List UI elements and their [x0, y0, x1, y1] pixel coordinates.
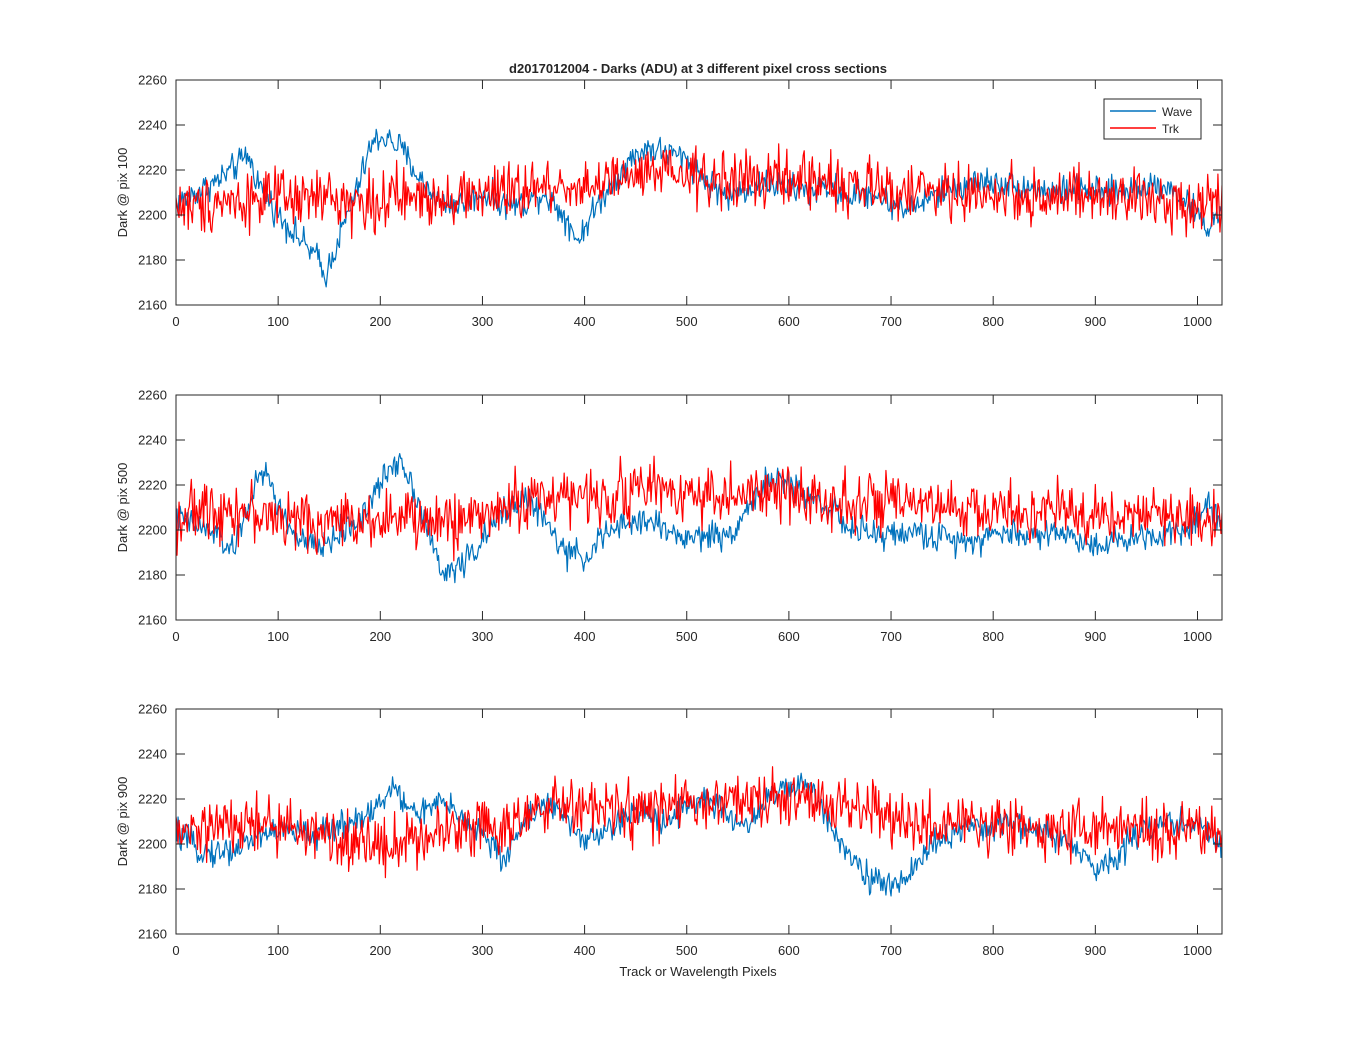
x-tick-label: 200: [369, 629, 391, 644]
legend: Wave Trk: [1103, 98, 1202, 140]
y-tick-label: 2260: [138, 73, 167, 88]
y-tick-label: 2180: [138, 253, 167, 268]
x-tick-label: 200: [369, 314, 391, 329]
x-tick-label: 700: [880, 943, 902, 958]
legend-label-wave: Wave: [1162, 105, 1193, 119]
x-tick-label: 600: [778, 943, 800, 958]
y-tick-label: 2160: [138, 613, 167, 628]
y-tick-label: 2220: [138, 478, 167, 493]
x-tick-label: 300: [472, 314, 494, 329]
x-tick-label: 300: [472, 943, 494, 958]
subplot-1: 0 100 200 300 400 500 600 700 800 900 1000 2160 2180…: [115, 73, 1223, 329]
axes-box: [175, 79, 1223, 306]
x-tick-label: 1000: [1183, 943, 1212, 958]
x-tick-label: 700: [880, 314, 902, 329]
y-tick-label: 2240: [138, 747, 167, 762]
y-tick-label: 2260: [138, 702, 167, 717]
x-tick-label: 900: [1084, 629, 1106, 644]
x-tick-label: 0: [172, 943, 179, 958]
x-tick-label: 900: [1084, 943, 1106, 958]
y-tick-label: 2260: [138, 388, 167, 403]
series-line-trk: [176, 455, 1222, 562]
x-tick-label: 200: [369, 943, 391, 958]
x-tick-label: 700: [880, 629, 902, 644]
y-tick-label: 2180: [138, 568, 167, 583]
legend-box: [1103, 98, 1202, 140]
y-tick-label: 2200: [138, 837, 167, 852]
x-tick-label: 300: [472, 629, 494, 644]
series-line-wave: [176, 453, 1222, 584]
y-tick-label: 2160: [138, 298, 167, 313]
subplot-2: 0 100 200 300 400 500 600 700 800 900 1000 2160 2180…: [115, 388, 1223, 644]
series-line-wave: [176, 772, 1222, 897]
plot-area: [176, 395, 1222, 620]
x-tick-label: 900: [1084, 314, 1106, 329]
x-tick-label: 100: [267, 943, 289, 958]
x-tick-label: 800: [982, 629, 1004, 644]
x-tick-label: 600: [778, 314, 800, 329]
x-tick-label: 100: [267, 629, 289, 644]
y-tick-label: 2220: [138, 163, 167, 178]
x-tick-label: 1000: [1183, 629, 1212, 644]
series-group: [176, 453, 1222, 584]
y-axis-label: Dark @ pix 500: [115, 463, 130, 553]
x-tick-label: 500: [676, 943, 698, 958]
series-line-trk: [176, 143, 1222, 240]
x-axis-label: Track or Wavelength Pixels: [619, 964, 777, 979]
series-line-trk: [176, 766, 1222, 879]
x-tick-label: 800: [982, 314, 1004, 329]
y-axis-label: Dark @ pix 900: [115, 777, 130, 867]
axes-box: [175, 708, 1223, 935]
series-group: [176, 128, 1222, 288]
axes-box: [175, 394, 1223, 621]
y-tick-label: 2180: [138, 882, 167, 897]
x-tick-label: 800: [982, 943, 1004, 958]
x-tick-label: 500: [676, 629, 698, 644]
y-tick-label: 2240: [138, 118, 167, 133]
y-tick-label: 2200: [138, 523, 167, 538]
y-tick-label: 2200: [138, 208, 167, 223]
y-tick-label: 2220: [138, 792, 167, 807]
y-tick-label: 2160: [138, 927, 167, 942]
legend-label-trk: Trk: [1162, 122, 1180, 136]
subplot-3: 0 100 200 300 400 500 600 700 800 900 1000 2160 2180…: [115, 702, 1223, 958]
x-tick-label: 1000: [1183, 314, 1212, 329]
x-tick-label: 400: [574, 943, 596, 958]
x-tick-label: 0: [172, 629, 179, 644]
x-tick-label: 0: [172, 314, 179, 329]
y-tick-label: 2240: [138, 433, 167, 448]
y-axis-label: Dark @ pix 100: [115, 148, 130, 238]
x-tick-label: 400: [574, 314, 596, 329]
x-tick-label: 100: [267, 314, 289, 329]
x-tick-label: 400: [574, 629, 596, 644]
figure-title: d2017012004 - Darks (ADU) at 3 different…: [509, 61, 887, 76]
series-group: [176, 766, 1222, 897]
x-tick-label: 600: [778, 629, 800, 644]
x-tick-label: 500: [676, 314, 698, 329]
